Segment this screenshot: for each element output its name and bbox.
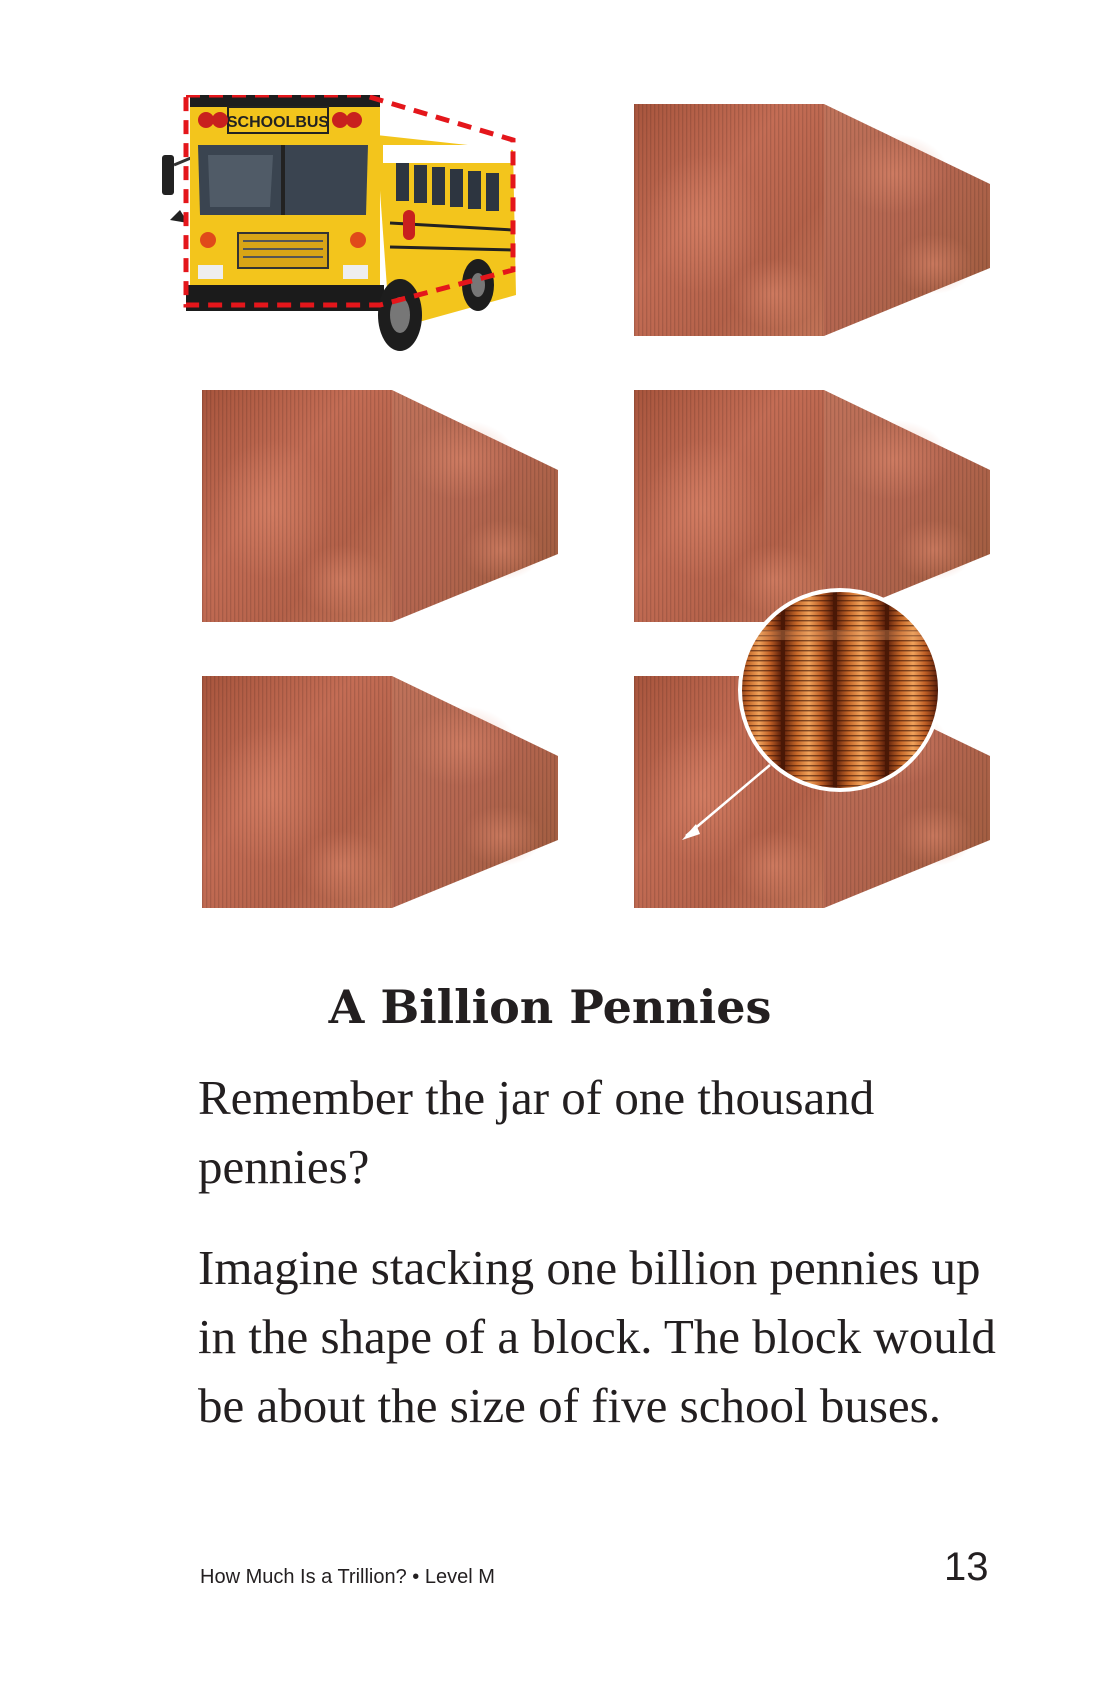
school-bus-image: SCHOOLBUS [158,92,558,360]
paragraph: Imagine stacking one billion pennies up … [198,1240,996,1433]
paragraph: Remember the jar of one thousand pennies… [198,1070,875,1194]
penny-stack-closeup [735,585,945,795]
penny-block [202,676,558,908]
penny-block [634,104,990,336]
book-title-footer: How Much Is a Trillion? • Level M [200,1566,495,1588]
section-title: A Billion Pennies [328,980,772,1034]
bus-sign-text: SCHOOLBUS [227,114,330,131]
zoom-arrow-icon [682,764,771,840]
page-number: 13 [944,1545,989,1589]
penny-block [202,390,558,622]
